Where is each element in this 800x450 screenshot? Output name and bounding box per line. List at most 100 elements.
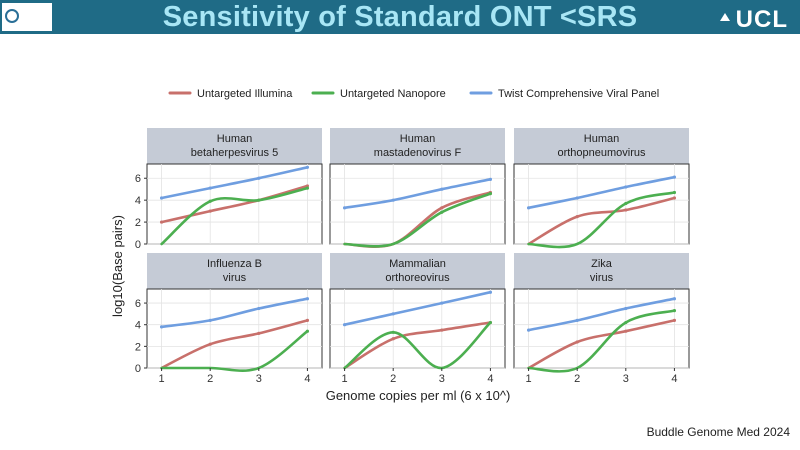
data-point-3 xyxy=(575,196,579,200)
data-point-3 xyxy=(391,198,395,202)
x-tick-label: 3 xyxy=(623,373,629,385)
data-point-2 xyxy=(305,186,310,190)
data-point-3 xyxy=(159,325,164,329)
panel-title-line-2: orthopneumovirus xyxy=(557,147,646,159)
data-point-1 xyxy=(305,318,310,322)
y-tick-label: 6 xyxy=(135,298,141,310)
data-point-1 xyxy=(575,215,579,219)
legend-label-1: Untargeted Illumina xyxy=(197,88,293,100)
panel-title-line-1: Mammalian xyxy=(389,258,446,270)
series-line-3 xyxy=(527,175,676,210)
data-point-1 xyxy=(440,206,444,210)
data-point-2 xyxy=(624,201,628,206)
data-point-2 xyxy=(488,320,493,325)
data-point-1 xyxy=(624,329,628,333)
y-axis-title: log10(Base pairs) xyxy=(110,215,125,317)
series-line-2 xyxy=(343,321,492,370)
y-tick-label: 6 xyxy=(135,173,141,185)
x-tick-label: 2 xyxy=(574,373,580,385)
panel-title-line-1: Human xyxy=(400,133,435,145)
data-point-1 xyxy=(257,331,261,335)
ucl-dome-icon xyxy=(720,13,730,21)
ucl-logo: UCL xyxy=(735,6,788,33)
data-point-2 xyxy=(257,198,261,202)
x-tick-label: 3 xyxy=(256,373,262,385)
citation: Buddle Genome Med 2024 xyxy=(646,425,790,439)
x-tick-label: 1 xyxy=(526,373,532,385)
series-line-3 xyxy=(160,297,309,329)
data-point-3 xyxy=(342,206,347,210)
data-point-1 xyxy=(624,208,628,212)
series-line-2 xyxy=(527,191,676,249)
data-point-1 xyxy=(440,328,444,332)
data-point-1 xyxy=(672,318,677,322)
panel-strip xyxy=(330,253,505,289)
series-line-2 xyxy=(343,192,492,248)
y-tick-label: 4 xyxy=(135,320,141,332)
data-point-1 xyxy=(672,196,677,200)
x-tick-label: 2 xyxy=(207,373,213,385)
slide-header: Sensitivity of Standard ONT <SRS UCL xyxy=(0,0,800,34)
x-tick-label: 4 xyxy=(304,373,310,385)
data-point-3 xyxy=(672,175,677,179)
data-point-3 xyxy=(526,206,531,210)
data-point-3 xyxy=(391,312,395,316)
panel-title-line-2: orthoreovirus xyxy=(385,272,450,284)
data-point-3 xyxy=(257,306,261,311)
y-tick-label: 2 xyxy=(135,217,141,229)
legend-label-3: Twist Comprehensive Viral Panel xyxy=(498,88,659,100)
panel-strip xyxy=(147,253,322,289)
panel-title-line-1: Human xyxy=(217,133,252,145)
data-point-2 xyxy=(624,320,628,325)
data-point-3 xyxy=(575,318,579,322)
panel-strip xyxy=(147,128,322,164)
y-tick-label: 0 xyxy=(135,239,141,251)
series-line-2 xyxy=(160,186,309,246)
panel-title-line-2: virus xyxy=(590,272,614,284)
data-point-2 xyxy=(305,329,310,333)
data-point-3 xyxy=(624,185,628,189)
data-point-3 xyxy=(488,177,493,181)
series-line-1 xyxy=(343,321,492,370)
x-tick-label: 4 xyxy=(487,373,493,385)
data-point-3 xyxy=(159,196,164,200)
x-tick-label: 3 xyxy=(439,373,445,385)
data-point-2 xyxy=(440,210,444,214)
data-point-3 xyxy=(305,297,310,301)
series-line-2 xyxy=(160,329,309,372)
y-tick-label: 0 xyxy=(135,363,141,375)
series-line-3 xyxy=(160,166,309,200)
data-point-3 xyxy=(208,186,212,190)
panel-plot-area xyxy=(513,163,690,245)
y-tick-label: 4 xyxy=(135,195,141,207)
series-line-3 xyxy=(343,178,492,210)
panel-title-line-1: Zika xyxy=(591,258,613,270)
x-tick-label: 2 xyxy=(390,373,396,385)
data-point-2 xyxy=(488,191,493,196)
faceted-line-chart: Untargeted Illumina Untargeted Nanopore Tw… xyxy=(110,88,690,403)
series-line-3 xyxy=(343,290,492,326)
hospital-logo xyxy=(2,3,52,31)
panel-title-line-2: virus xyxy=(223,272,247,284)
series-line-2 xyxy=(527,309,676,373)
panel-plot-area xyxy=(329,163,506,245)
series-line-1 xyxy=(527,319,676,370)
panel-title-line-2: betaherpesvirus 5 xyxy=(191,147,278,159)
panel-title-line-1: Human xyxy=(584,133,619,145)
panel-strip xyxy=(514,128,689,164)
series-line-3 xyxy=(527,297,676,332)
x-axis-title: Genome copies per ml (6 x 10^) xyxy=(326,388,511,403)
data-point-3 xyxy=(257,176,261,180)
data-point-1 xyxy=(575,340,579,344)
data-point-2 xyxy=(391,330,395,334)
series-line-1 xyxy=(160,184,309,224)
x-tick-label: 1 xyxy=(159,373,165,385)
panel-strip xyxy=(514,253,689,289)
data-point-3 xyxy=(440,187,444,191)
data-point-3 xyxy=(440,301,444,305)
data-point-2 xyxy=(672,309,677,313)
data-point-3 xyxy=(208,318,212,322)
data-point-1 xyxy=(208,342,212,346)
data-point-1 xyxy=(159,220,164,224)
data-point-3 xyxy=(526,328,531,332)
